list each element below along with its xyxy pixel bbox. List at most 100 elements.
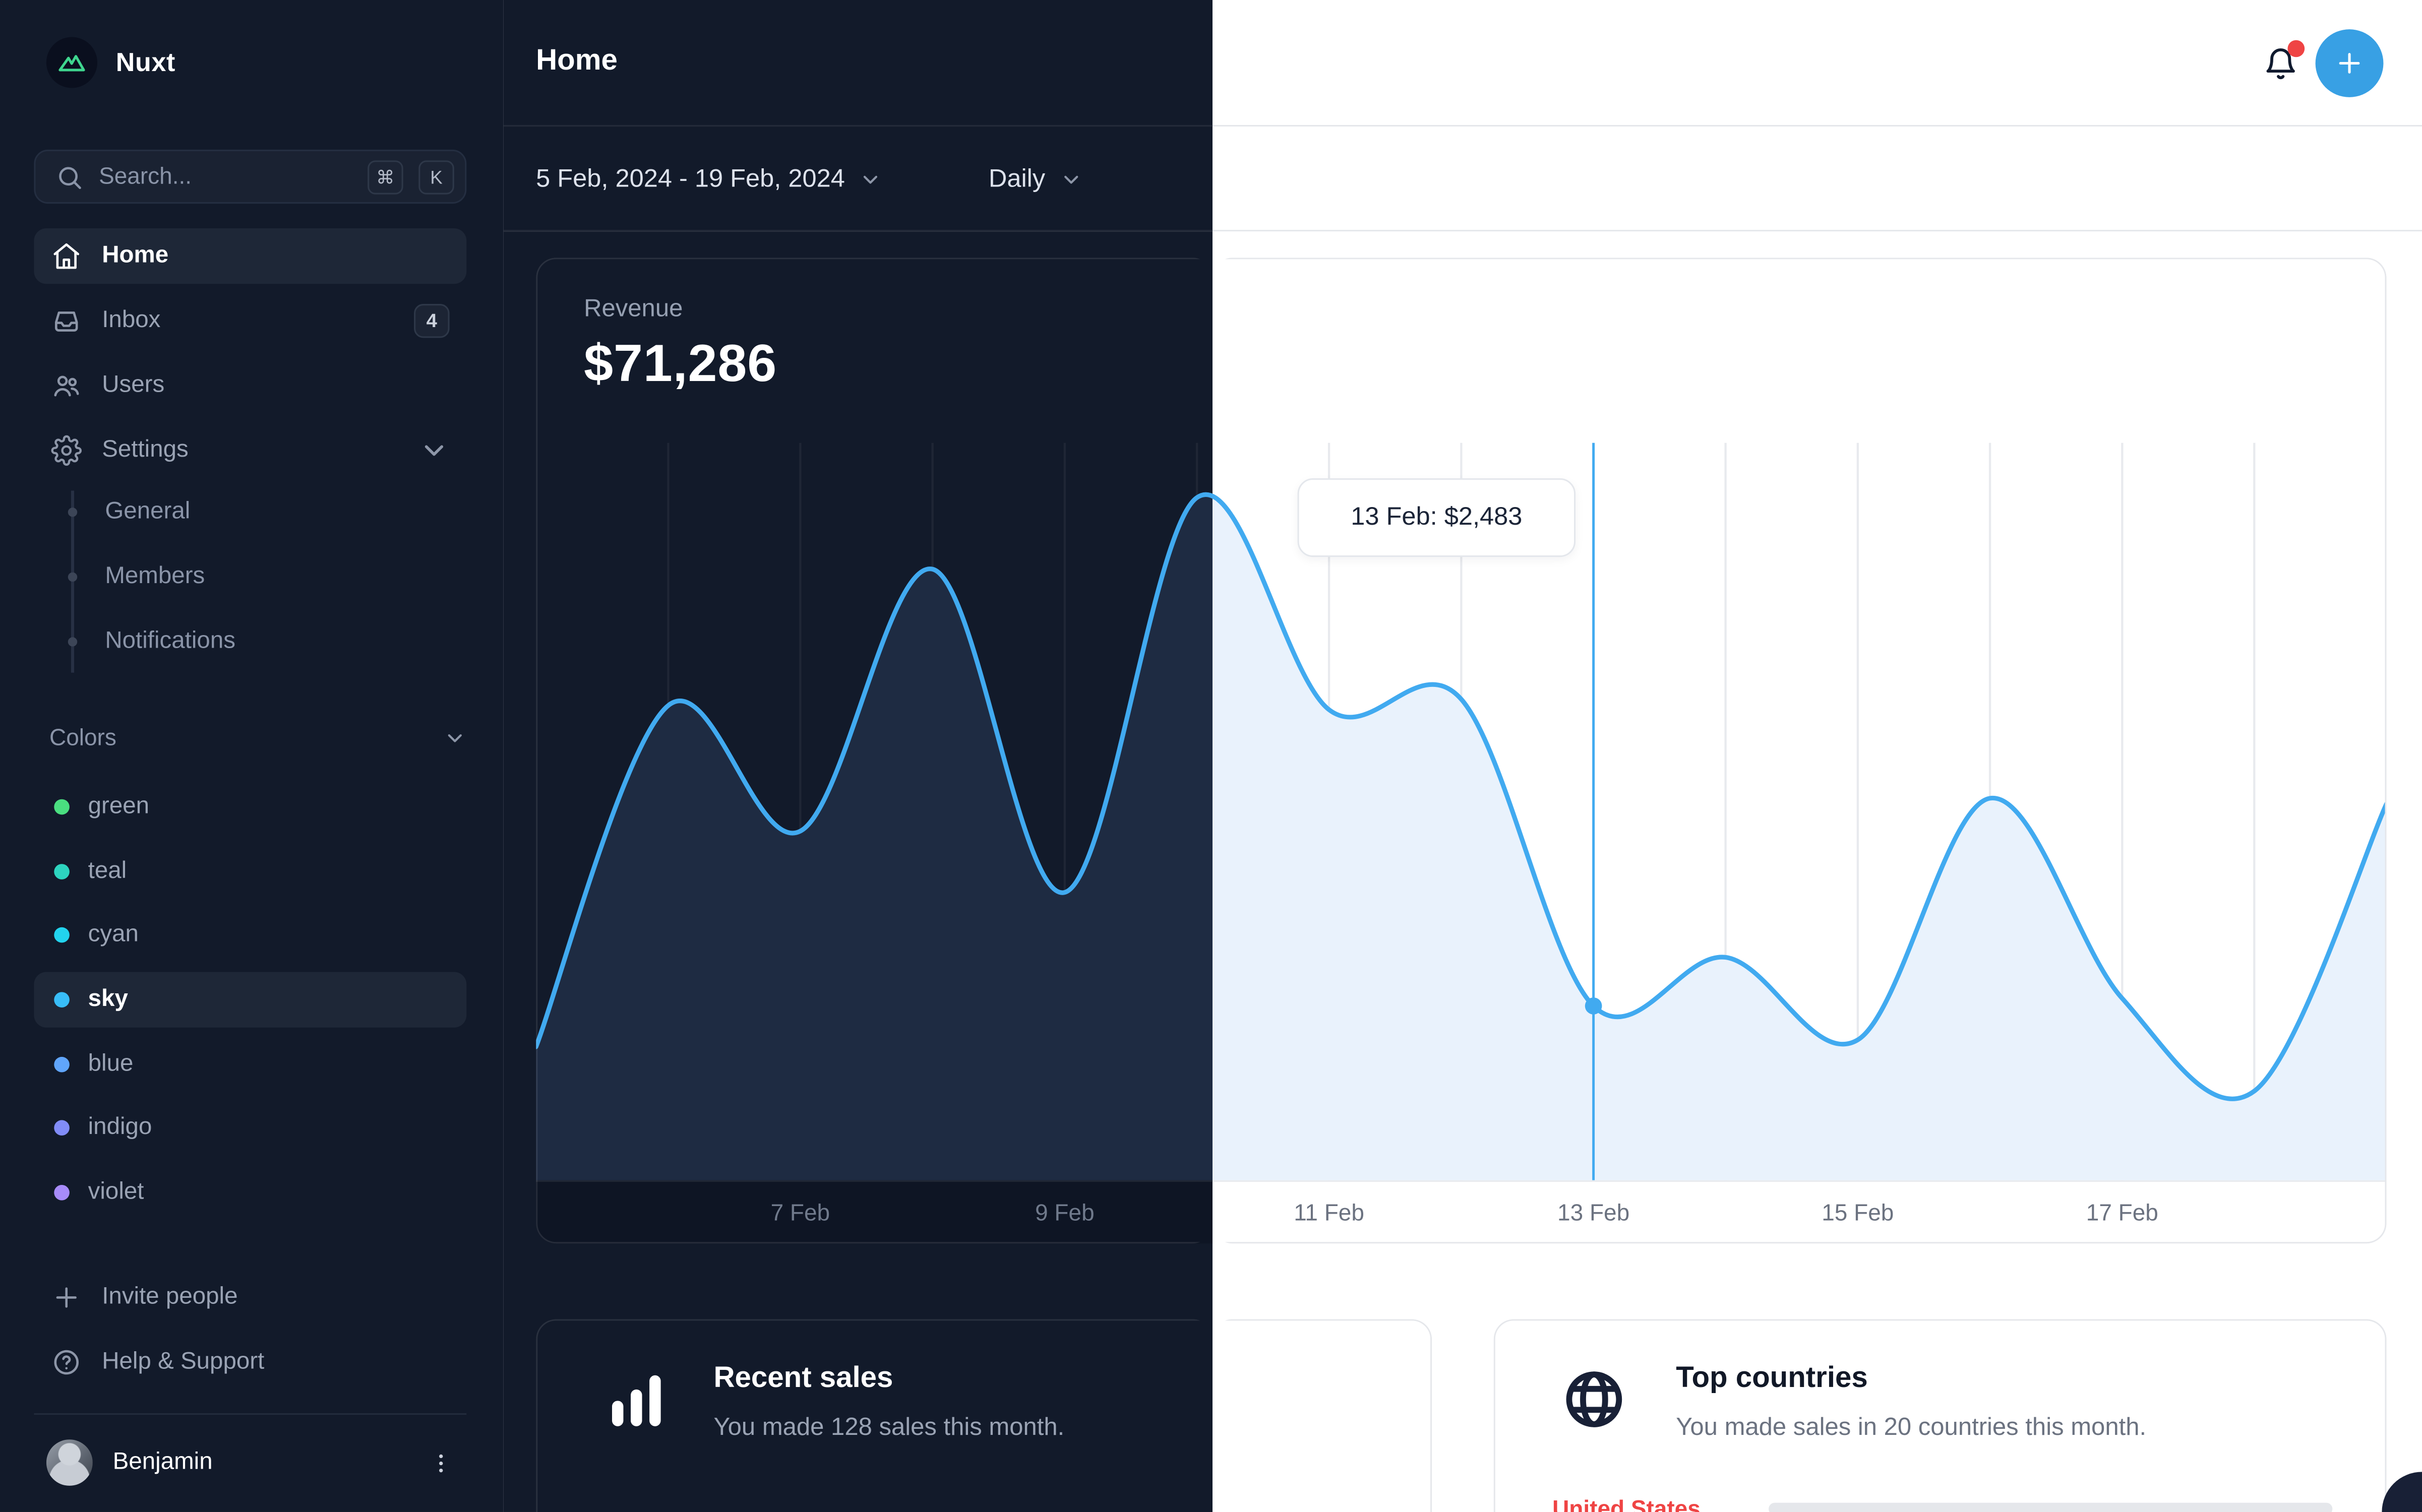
sidebar-color-teal[interactable]: teal xyxy=(34,844,466,899)
top-countries-card[interactable]: Top countries You made sales in 20 count… xyxy=(1493,1319,2387,1512)
kebab-menu-icon[interactable] xyxy=(428,1450,454,1476)
content-area: Revenue $71,286 13 Feb: $2,483 7 Feb 9 Fe… xyxy=(503,231,2422,1512)
revenue-header: Revenue $71,286 xyxy=(584,296,777,395)
sidebar-color-sky[interactable]: sky xyxy=(34,972,467,1028)
country-progress xyxy=(1769,1502,2333,1512)
globe-icon xyxy=(1560,1365,1628,1433)
page-title: Home xyxy=(536,44,618,78)
color-dot xyxy=(54,1185,70,1201)
color-dot xyxy=(54,863,70,879)
granularity-value: Daily xyxy=(988,164,1046,193)
sidebar-subitem-general[interactable]: General xyxy=(62,484,467,540)
corner-decoration xyxy=(2382,1472,2422,1512)
sidebar-item-users[interactable]: Users xyxy=(34,358,466,413)
header-border xyxy=(503,124,2422,127)
color-label: violet xyxy=(88,1179,144,1206)
help-support-label: Help & Support xyxy=(102,1348,265,1375)
sidebar-color-indigo[interactable]: indigo xyxy=(34,1101,466,1156)
sidebar-item-inbox[interactable]: Inbox 4 xyxy=(34,293,466,349)
color-dot xyxy=(54,927,70,943)
color-label: cyan xyxy=(88,921,139,948)
sidebar-color-cyan[interactable]: cyan xyxy=(34,908,466,963)
inbox-icon xyxy=(51,305,82,336)
cmd-key: ⌘ xyxy=(368,159,403,194)
color-dot xyxy=(54,1120,70,1137)
logo-row[interactable]: Nuxt xyxy=(46,37,175,88)
x-axis-label: 15 Feb xyxy=(1822,1200,1894,1227)
sidebar-footer: Invite people Help & Support xyxy=(34,1270,466,1390)
sidebar-item-label: Settings xyxy=(102,436,189,463)
sidebar-divider xyxy=(34,1413,467,1415)
home-icon xyxy=(51,241,82,272)
sidebar-nav: Home Inbox 4 Users Settings xyxy=(34,228,467,478)
sidebar-color-green[interactable]: green xyxy=(34,779,466,835)
color-dot xyxy=(54,992,70,1008)
avatar xyxy=(46,1439,93,1486)
subitem-dot xyxy=(68,637,78,647)
chevron-down-icon xyxy=(443,726,466,749)
help-support-button[interactable]: Help & Support xyxy=(34,1335,466,1390)
recent-sales-card[interactable]: Recent sales You made 128 sales this mon… xyxy=(536,1319,1432,1512)
sidebar-color-blue[interactable]: blue xyxy=(34,1036,466,1092)
recent-sales-title: Recent sales xyxy=(713,1362,893,1395)
subitem-dot xyxy=(68,572,78,582)
x-axis-label: 17 Feb xyxy=(2086,1200,2158,1227)
chevron-down-icon xyxy=(859,167,882,191)
revenue-card: Revenue $71,286 13 Feb: $2,483 7 Feb 9 Fe… xyxy=(536,258,2387,1244)
help-circle-icon xyxy=(51,1347,82,1377)
sidebar-item-home[interactable]: Home xyxy=(34,228,467,284)
main-area: Home 5 Feb, 2024 - 19 Feb, 2024 Daily xyxy=(503,0,2422,1512)
user-menu[interactable]: Benjamin xyxy=(34,1435,466,1490)
x-axis-label: 7 Feb xyxy=(770,1200,830,1227)
sidebar-color-violet[interactable]: violet xyxy=(34,1165,466,1221)
subitem-label: General xyxy=(105,498,191,525)
recent-sales-subtitle: You made 128 sales this month. xyxy=(713,1415,1065,1441)
color-dot xyxy=(54,799,70,815)
k-key: K xyxy=(418,159,454,194)
subitem-label: Members xyxy=(105,563,205,590)
revenue-area-chart xyxy=(536,443,2387,1180)
notifications-bell-icon[interactable] xyxy=(2263,46,2298,82)
sidebar-subitem-members[interactable]: Members xyxy=(62,549,467,605)
search-input[interactable]: Search... ⌘ K xyxy=(34,149,467,204)
color-label: green xyxy=(88,793,150,820)
date-range-value: 5 Feb, 2024 - 19 Feb, 2024 xyxy=(536,164,845,193)
color-label: blue xyxy=(88,1050,134,1077)
granularity-select[interactable]: Daily xyxy=(989,127,1082,231)
sidebar-item-label: Home xyxy=(102,242,169,269)
toolbar-border xyxy=(503,230,2422,232)
toolbar: 5 Feb, 2024 - 19 Feb, 2024 Daily xyxy=(503,127,2422,232)
chart-x-axis: 7 Feb 9 Feb 11 Feb 13 Feb 15 Feb 17 Feb xyxy=(536,1180,2387,1244)
nuxt-logo-icon xyxy=(46,37,98,88)
search-placeholder: Search... xyxy=(99,163,192,190)
sidebar-item-settings[interactable]: Settings xyxy=(34,423,466,478)
top-countries-title: Top countries xyxy=(1676,1362,1868,1395)
notification-badge-dot xyxy=(2287,40,2305,57)
x-axis-label: 11 Feb xyxy=(1294,1200,1364,1227)
sidebar-item-label: Users xyxy=(102,371,165,398)
settings-subnav: General Members Notifications xyxy=(62,484,467,679)
sidebar-subitem-notifications[interactable]: Notifications xyxy=(62,614,467,669)
chevron-down-icon xyxy=(418,435,449,466)
subitem-label: Notifications xyxy=(105,627,236,654)
date-range-select[interactable]: 5 Feb, 2024 - 19 Feb, 2024 xyxy=(536,127,882,231)
inbox-badge: 4 xyxy=(414,304,450,338)
colors-section-header[interactable]: Colors xyxy=(49,716,466,759)
add-button[interactable] xyxy=(2315,29,2384,97)
color-dot xyxy=(54,1056,70,1072)
invite-people-button[interactable]: Invite people xyxy=(34,1270,466,1325)
chevron-down-icon xyxy=(1059,167,1082,191)
chart-tooltip: 13 Feb: $2,483 xyxy=(1297,478,1576,557)
top-countries-subtitle: You made sales in 20 countries this mont… xyxy=(1676,1415,2147,1441)
app-title: Nuxt xyxy=(115,47,175,77)
revenue-chart[interactable] xyxy=(536,443,2387,1180)
revenue-label: Revenue xyxy=(584,296,683,323)
sidebar: Nuxt Search... ⌘ K Home Inbox 4 Users Settin… xyxy=(0,0,504,1512)
settings-icon xyxy=(51,435,82,466)
plus-icon xyxy=(51,1282,82,1313)
x-axis-label: 9 Feb xyxy=(1035,1200,1095,1227)
country-label: United States xyxy=(1552,1496,1701,1512)
colors-list: green teal cyan sky blue indigo violet xyxy=(34,779,467,1221)
invite-people-label: Invite people xyxy=(102,1283,238,1310)
